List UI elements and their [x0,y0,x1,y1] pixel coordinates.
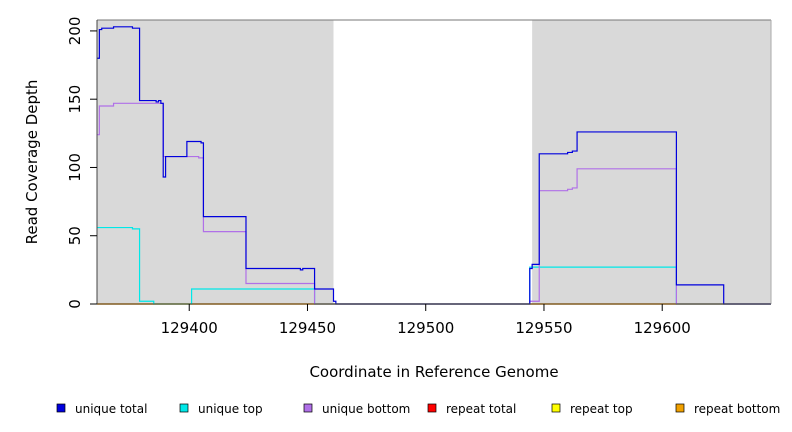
y-tick-label-150: 150 [66,85,84,114]
legend-swatch-unique-bottom [303,403,313,413]
x-tick-label-129550: 129550 [515,319,572,337]
x-tick-label-129500: 129500 [397,319,454,337]
legend-label-unique-bottom: unique bottom [322,402,410,416]
x-tick-label-129600: 129600 [634,319,691,337]
y-tick-label-100: 100 [66,153,84,182]
legend-swatch-repeat-bottom [675,403,685,413]
legend-swatch-unique-total [56,403,66,413]
series-line-unique-top [97,226,771,305]
y-tick-label-200: 200 [66,17,84,46]
legend-label-unique-total: unique total [75,402,147,416]
legend-label-repeat-total: repeat total [446,402,516,416]
series-line-unique-total [97,26,771,305]
legend-swatch-unique-top [179,403,189,413]
series-line-unique-bottom [97,102,771,305]
shaded-region-1 [97,20,334,304]
legend-swatch-repeat-top [551,403,561,413]
legend-label-repeat-bottom: repeat bottom [694,402,780,416]
y-tick-label-0: 0 [66,299,84,309]
x-tick-label-129400: 129400 [161,319,218,337]
y-tick-label-50: 50 [66,226,84,245]
x-axis-title: Coordinate in Reference Genome [309,363,558,381]
legend-label-repeat-top: repeat top [570,402,633,416]
shaded-region-2 [532,20,771,304]
legend-label-unique-top: unique top [198,402,263,416]
y-axis-title: Read Coverage Depth [23,80,41,245]
legend-swatch-repeat-total [427,403,437,413]
x-tick-label-129450: 129450 [279,319,336,337]
